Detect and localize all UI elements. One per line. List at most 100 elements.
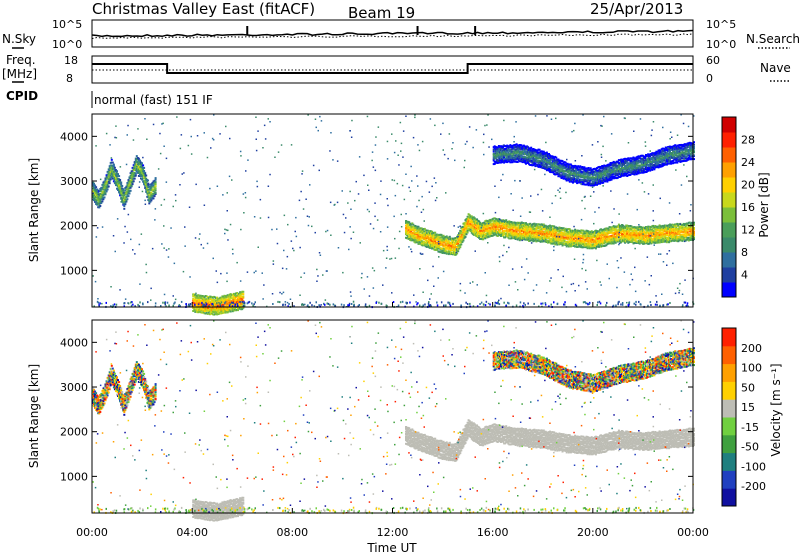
power-cell-1 — [519, 222, 522, 225]
power-cell-1 — [685, 229, 688, 232]
power-cell-1 — [642, 230, 645, 233]
power-cell-1 — [477, 219, 479, 222]
power-cell-1 — [604, 241, 607, 244]
power-cell-1 — [493, 217, 496, 220]
power-cell-1 — [655, 225, 658, 228]
power-cell-1 — [590, 241, 593, 244]
power-cell-1 — [633, 238, 636, 241]
power-cell-1 — [462, 229, 465, 232]
power-cell-1 — [590, 245, 593, 248]
power-cell-1 — [516, 238, 519, 241]
power-cell-2 — [532, 158, 535, 161]
power-cell-0 — [121, 199, 124, 202]
power-cell-1 — [597, 233, 599, 236]
power-cell-1 — [434, 242, 437, 244]
power-cell-1 — [441, 236, 444, 239]
power-cell-1 — [561, 242, 564, 245]
power-cell-1 — [554, 228, 557, 231]
power-cell-1 — [650, 242, 653, 245]
power-cell-1 — [683, 235, 686, 238]
power-cell-1 — [436, 244, 439, 247]
power-cell-1 — [580, 246, 583, 249]
power-cell-1 — [441, 235, 444, 238]
power-cell-1 — [554, 240, 557, 243]
power-cell-1 — [464, 235, 467, 238]
power-cell-2 — [508, 145, 511, 148]
power-cell-1 — [580, 240, 583, 243]
power-cell-1 — [570, 232, 573, 235]
power-cell-1 — [534, 224, 537, 227]
power-cell-1 — [563, 240, 566, 243]
power-cell-1 — [443, 250, 446, 253]
power-cell-1 — [689, 223, 692, 225]
power-cell-1 — [675, 226, 678, 229]
power-cell-0 — [121, 187, 124, 190]
power-cell-1 — [539, 232, 542, 235]
power-cell-1 — [570, 244, 573, 247]
power-cell-2 — [498, 159, 501, 162]
power-cell-1 — [484, 226, 487, 229]
power-cell-1 — [549, 227, 551, 230]
power-cell-1 — [498, 234, 501, 237]
power-cell-1 — [672, 234, 675, 237]
power-cell-1 — [474, 234, 477, 237]
power-cell-2 — [522, 160, 525, 163]
power-cell-1 — [544, 226, 547, 229]
power-cell-1 — [459, 246, 462, 249]
power-cell-2 — [540, 165, 543, 168]
power-cell-1 — [593, 239, 596, 242]
power-cell-1 — [604, 232, 607, 235]
power-cell-1 — [532, 229, 535, 232]
power-cell-2 — [511, 145, 514, 147]
power-cell-1 — [407, 232, 410, 235]
power-cell-1 — [657, 227, 660, 229]
power-cell-1 — [537, 223, 540, 226]
power-cell-1 — [568, 240, 571, 243]
power-cell-1 — [611, 236, 614, 239]
power-cell-0 — [102, 190, 105, 193]
power-cell-0 — [152, 197, 155, 200]
power-cell-2 — [653, 168, 656, 171]
power-cell-1 — [429, 246, 431, 249]
power-cell-1 — [622, 224, 624, 227]
power-cell-1 — [683, 238, 686, 241]
power-cell-1 — [549, 241, 551, 244]
power-cell-1 — [616, 236, 619, 239]
power-cell-1 — [421, 232, 424, 235]
power-cell-2 — [541, 150, 544, 153]
power-cell-1 — [690, 232, 693, 235]
power-cell-1 — [600, 231, 603, 234]
power-cell-0 — [124, 193, 127, 196]
power-cell-2 — [537, 159, 540, 162]
power-cell-1 — [426, 237, 429, 240]
power-cell-2 — [508, 158, 511, 161]
power-cell-2 — [521, 150, 524, 153]
power-cell-1 — [491, 219, 494, 222]
power-cell-1 — [497, 218, 500, 221]
power-cell-1 — [515, 222, 518, 225]
power-cell-1 — [429, 242, 431, 245]
power-cell-1 — [424, 235, 427, 238]
power-cell-1 — [465, 223, 468, 226]
power-cell-1 — [600, 237, 603, 240]
power-cell-1 — [635, 226, 638, 229]
power-cell-0 — [117, 183, 119, 185]
power-cell-1 — [693, 227, 695, 229]
power-cell-0 — [137, 157, 140, 160]
power-cell-1 — [626, 230, 629, 233]
power-cell-1 — [628, 229, 631, 232]
power-cell-0 — [148, 197, 151, 200]
power-cell-0 — [154, 178, 157, 181]
power-cell-1 — [650, 239, 653, 242]
power-cell-2 — [525, 157, 527, 160]
power-cell-2 — [528, 148, 531, 151]
power-cell-1 — [460, 226, 463, 229]
power-cell-2 — [537, 165, 540, 168]
power-cell-1 — [469, 228, 472, 231]
power-cell-1 — [493, 224, 496, 227]
noise-right-tick-bottom: 10^0 — [706, 38, 736, 51]
power-cell-1 — [594, 238, 597, 241]
power-cell-1 — [473, 217, 476, 220]
power-cell-1 — [679, 233, 682, 236]
power-cell-1 — [628, 232, 631, 235]
